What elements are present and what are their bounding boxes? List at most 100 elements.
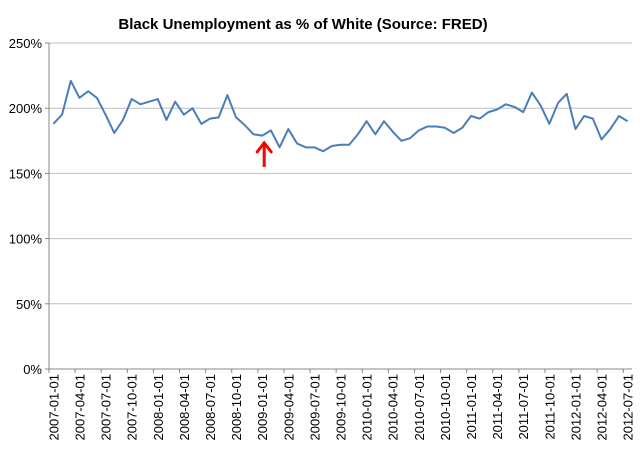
data-point <box>599 137 604 142</box>
data-point <box>94 95 99 100</box>
data-point <box>347 142 352 147</box>
data-point <box>138 102 143 107</box>
x-tick-label: 2011-07-01 <box>516 374 531 440</box>
data-point <box>68 78 73 83</box>
data-point <box>469 114 474 119</box>
data-point <box>294 141 299 146</box>
chart-title: Black Unemployment as % of White (Source… <box>118 16 487 33</box>
data-point <box>190 106 195 111</box>
series-line <box>52 79 629 153</box>
x-tick-label: 2010-07-01 <box>412 374 427 441</box>
data-point <box>355 132 360 137</box>
data-point <box>112 130 117 135</box>
data-point <box>277 145 282 150</box>
data-point <box>582 114 587 119</box>
y-tick-label: 100% <box>9 232 43 247</box>
data-point <box>164 117 169 122</box>
x-tick-label: 2011-04-01 <box>490 374 505 440</box>
data-point <box>147 99 152 104</box>
data-point <box>338 142 343 147</box>
x-tick-label: 2009-04-01 <box>281 374 296 441</box>
data-point <box>103 112 108 117</box>
data-point <box>495 107 500 112</box>
data-point <box>512 104 517 109</box>
data-point <box>442 125 447 130</box>
x-tick-label: 2011-10-01 <box>542 374 557 440</box>
x-tick-label: 2009-10-01 <box>334 374 349 441</box>
x-tick-label: 2008-01-01 <box>151 374 166 441</box>
data-point <box>434 124 439 129</box>
data-point <box>268 128 273 133</box>
data-point <box>616 114 621 119</box>
data-point <box>216 115 221 120</box>
data-point <box>234 115 239 120</box>
data-point <box>329 144 334 149</box>
data-point <box>608 127 613 132</box>
y-tick-label: 50% <box>16 297 42 312</box>
data-point <box>556 100 561 105</box>
data-point <box>199 121 204 126</box>
data-point <box>286 127 291 132</box>
data-point <box>260 133 265 138</box>
data-point <box>590 116 595 121</box>
gridlines <box>45 42 632 370</box>
y-tick-label: 200% <box>9 101 43 116</box>
data-point <box>60 112 65 117</box>
x-tick-label: 2012-01-01 <box>568 374 583 441</box>
x-axis-tick-labels: 2007-01-01 2007-04-01 2007-07-01 2007-10-01… <box>46 374 635 441</box>
data-point <box>538 103 543 108</box>
data-point <box>373 132 378 137</box>
x-tick-label: 2012-04-01 <box>595 374 610 441</box>
data-point <box>503 102 508 107</box>
data-point <box>477 116 482 121</box>
data-point <box>382 119 387 124</box>
data-point <box>364 119 369 124</box>
x-tick-label: 2007-10-01 <box>125 374 140 441</box>
data-point <box>573 127 578 132</box>
data-point <box>181 112 186 117</box>
data-point <box>51 121 56 126</box>
x-tick-label: 2010-10-01 <box>438 374 453 441</box>
x-tick-label: 2007-04-01 <box>72 374 87 441</box>
data-point <box>155 97 160 102</box>
data-point <box>242 123 247 128</box>
data-point <box>225 93 230 98</box>
data-point <box>451 130 456 135</box>
x-tick-label: 2010-04-01 <box>386 374 401 441</box>
data-point <box>207 116 212 121</box>
data-point <box>486 110 491 115</box>
data-point <box>129 97 134 102</box>
data-point <box>416 128 421 133</box>
data-point <box>408 136 413 141</box>
x-tick-label: 2008-04-01 <box>177 374 192 441</box>
data-point <box>251 132 256 137</box>
axes <box>48 43 632 373</box>
y-tick-label: 250% <box>9 36 43 51</box>
annotation-arrow <box>255 140 273 167</box>
x-tick-label: 2009-07-01 <box>307 374 322 441</box>
y-tick-label: 150% <box>9 166 43 181</box>
x-tick-label: 2012-07-01 <box>621 374 636 441</box>
x-tick-label: 2010-01-01 <box>360 374 375 441</box>
x-tick-label: 2008-07-01 <box>203 374 218 441</box>
data-point <box>425 124 430 129</box>
data-point <box>625 119 630 124</box>
arrow-head <box>255 140 273 154</box>
data-point <box>86 89 91 94</box>
data-point <box>547 121 552 126</box>
x-tick-label: 2011-01-01 <box>464 374 479 440</box>
data-point <box>321 149 326 154</box>
data-point <box>173 99 178 104</box>
annotations <box>255 140 273 167</box>
data-point <box>77 95 82 100</box>
data-point <box>399 138 404 143</box>
data-point <box>529 90 534 95</box>
x-tick-label: 2007-07-01 <box>99 374 114 441</box>
data-point <box>120 117 125 122</box>
data-point <box>390 129 395 134</box>
data-point <box>312 145 317 150</box>
data-point <box>460 125 465 130</box>
y-axis-tick-labels: 0% 50% 100% 150% 200% 250% <box>9 36 43 377</box>
x-tick-label: 2008-10-01 <box>229 374 244 441</box>
